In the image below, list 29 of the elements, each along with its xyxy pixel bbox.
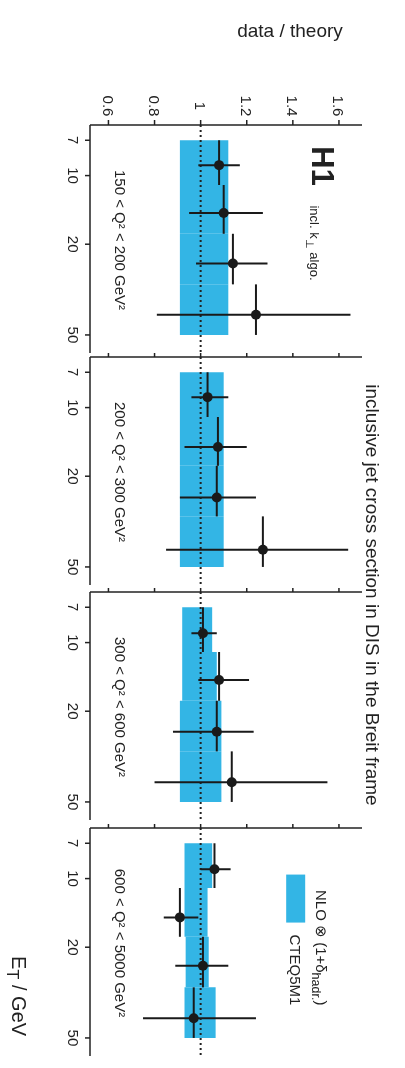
x-tick-label: 0.8: [146, 95, 164, 117]
x-tick-label: 1.6: [330, 95, 348, 117]
y-tick-label: 50: [64, 1029, 82, 1047]
x-tick-label: 0.6: [99, 95, 117, 117]
annotation: 150 < Q² < 200 GeV²: [111, 169, 129, 311]
x-tick-label: 1.4: [284, 95, 302, 117]
annotation: 300 < Q² < 600 GeV²: [111, 636, 129, 778]
x-tick-label: 1.2: [238, 95, 256, 117]
y-tick-label: 7: [64, 368, 82, 377]
y-tick-label: 7: [64, 136, 82, 145]
y-tick-label: 50: [64, 793, 82, 811]
y-tick-label: 50: [64, 326, 82, 344]
y-tick-label: 20: [64, 938, 82, 956]
y-tick-label: 20: [64, 702, 82, 720]
annotation: 600 < Q² < 5000 GeV²: [111, 868, 129, 1018]
y-tick-label: 10: [64, 634, 82, 651]
y-tick-label: 10: [64, 167, 82, 184]
annotation: 200 < Q² < 300 GeV²: [111, 401, 129, 543]
annotation: H1: [304, 146, 340, 186]
y-tick-label: 50: [64, 558, 82, 576]
y-tick-label: 10: [64, 399, 82, 416]
x-axis-title: data / theory: [237, 20, 343, 42]
x-tick-label: 1: [192, 101, 210, 111]
y-tick-label: 20: [64, 235, 82, 253]
y-tick-label: 20: [64, 467, 82, 485]
text: inclusive jet cross section in DIS in the Breit frame: [361, 384, 383, 806]
y-tick-label: 7: [64, 839, 82, 848]
y-tick-label: 7: [64, 603, 82, 612]
y-tick-label: 10: [64, 870, 82, 887]
